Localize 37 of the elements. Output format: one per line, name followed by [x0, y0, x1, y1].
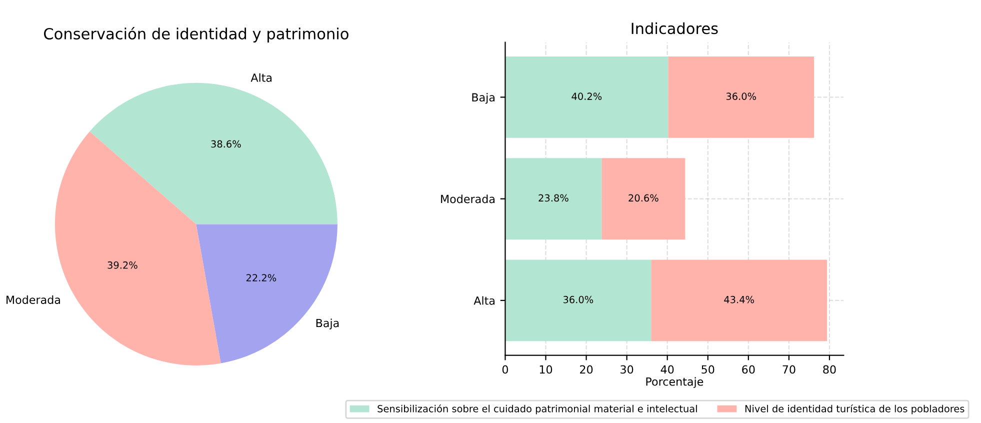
x-tick-label: 60 [742, 365, 755, 374]
data-label: 40.2% [572, 92, 602, 100]
data-label: 20.6% [628, 194, 658, 202]
bar [602, 158, 686, 240]
pie-slice [90, 82, 338, 224]
data-label: 22.2% [246, 274, 276, 282]
x-tick-label: 20 [580, 365, 593, 374]
data-label: 43.4% [724, 296, 754, 304]
bar [505, 260, 652, 342]
legend-label: Nivel de identidad turística de los pobladores [745, 404, 964, 414]
x-axis-title: Porcentaje [646, 377, 704, 388]
y-tick-label: Baja [472, 92, 494, 104]
x-tick-label: 50 [702, 365, 714, 374]
y-tick-label: Alta [474, 296, 494, 305]
x-tick-label: 70 [782, 365, 796, 374]
data-label: 36.0% [563, 296, 594, 304]
chart-title: Conservación de identidad y patrimonio [44, 27, 348, 42]
bar [651, 260, 828, 342]
bar [505, 56, 668, 138]
slice-label: Moderada [6, 295, 60, 304]
slice-label: Alta [250, 73, 272, 82]
bar [668, 56, 814, 138]
legend-label: Sensibilización sobre el cuidado patrimonial material e intelectual [378, 404, 697, 414]
slice-label: Baja [316, 318, 339, 330]
x-tick-label: 80 [823, 365, 836, 374]
data-label: 39.2% [108, 261, 138, 269]
x-tick-label: 10 [540, 365, 552, 374]
data-label: 38.6% [211, 140, 241, 148]
x-tick-label: 40 [660, 365, 674, 374]
data-label: 23.8% [538, 194, 568, 202]
chart-title: Indicadores [632, 22, 718, 34]
y-tick-label: Moderada [441, 194, 494, 204]
data-label: 36.0% [726, 92, 756, 100]
pie-slice [196, 224, 338, 364]
x-tick-label: 0 [502, 365, 508, 374]
bar [505, 158, 602, 240]
x-tick-label: 30 [620, 365, 634, 374]
